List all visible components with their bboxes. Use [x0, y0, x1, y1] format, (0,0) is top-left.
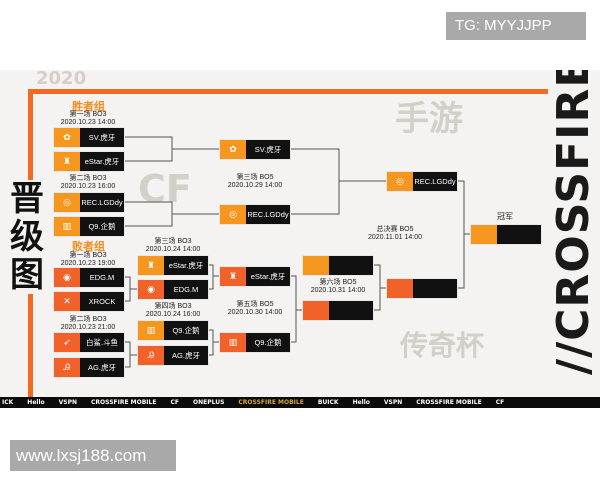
champion-label: 冠军	[497, 212, 513, 221]
team-slot	[386, 278, 458, 299]
connector-w1	[124, 136, 219, 162]
team-slot: ◉ EDG.M	[53, 267, 125, 288]
connector-l2	[124, 341, 137, 368]
connector-w3	[291, 148, 386, 215]
match-w2-label: 第二场 BO3 2020.10.23 16:00	[60, 175, 116, 190]
connector-w2	[124, 201, 219, 227]
sponsor-bar: ICK Hello VSPN CROSSFIRE MOBILE CF ONEPL…	[0, 397, 600, 408]
team-logo-icon: ✿	[220, 140, 246, 159]
team-slot: ✕ XROCK	[53, 291, 125, 312]
sponsor-logo: BUICK	[317, 399, 339, 406]
team-slot: Ꭿ AG.虎牙	[137, 345, 209, 366]
match-l6-label: 第六场 BO5 2020.10.31 14:00	[310, 279, 366, 294]
team-logo-icon: ◎	[220, 205, 246, 224]
team-slot: Ꭿ AG.虎牙	[53, 357, 125, 378]
sponsor-logo: Hello	[27, 399, 45, 406]
team-logo-icon: ◉	[138, 280, 164, 299]
team-logo-icon: ▥	[220, 333, 246, 352]
connector-final	[457, 180, 470, 289]
team-slot: ◉ EDG.M	[137, 279, 209, 300]
team-logo-icon: ♜	[220, 267, 246, 286]
final-label: 总决赛 BO5 2020.11.01 14:00	[368, 226, 422, 241]
team-slot: ◎ REC.LGDdy	[53, 192, 125, 213]
bg-cup: 传奇杯	[400, 329, 485, 362]
team-slot: ▥ Q9.企鹅	[219, 332, 291, 353]
team-logo-icon: ✿	[54, 128, 80, 147]
match-w3-label: 第三场 BO5 2020.10.29 14:00	[227, 174, 283, 189]
bg-year: 2020	[36, 70, 87, 89]
team-logo-icon: ➶	[54, 333, 80, 352]
connector-l4	[207, 329, 219, 356]
sponsor-logo: ONEPLUS	[192, 399, 225, 406]
sponsor-logo: Hello	[352, 399, 370, 406]
bracket-connectors	[124, 136, 470, 368]
match-l2-label: 第二场 BO3 2020.10.23 21:00	[60, 316, 116, 331]
team-slot	[302, 255, 374, 276]
team-slot: ✿ SV.虎牙	[53, 127, 125, 148]
sponsor-logo: CF	[495, 399, 505, 406]
team-slot: ✿ SV.虎牙	[219, 139, 291, 160]
connector-l3	[207, 264, 219, 290]
team-logo-icon: ♜	[138, 256, 164, 275]
match-l4-label: 第四场 BO3 2020.10.24 16:00	[145, 303, 201, 318]
page-title: 晋级图	[8, 179, 46, 295]
sponsor-logo: VSPN	[383, 399, 403, 406]
winners-group-label: 胜者组	[72, 100, 105, 113]
team-logo-icon: ▥	[54, 217, 80, 236]
team-logo-icon: ✕	[54, 292, 80, 311]
team-logo-icon: ▥	[138, 321, 164, 340]
team-slot: ◎ REC.LGDdy	[386, 171, 458, 192]
sponsor-logo: CF	[170, 399, 179, 406]
connector-l6	[373, 264, 386, 311]
team-slot: ♜ eStar.虎牙	[219, 266, 291, 287]
sponsor-logo: CROSSFIRE MOBILE	[238, 399, 304, 406]
sponsor-logo: ICK	[2, 399, 14, 406]
team-logo-icon: Ꭿ	[54, 358, 80, 377]
match-l1-label: 第一场 BO3 2020.10.23 19:00	[60, 252, 116, 267]
bg-mobile: 手游	[395, 99, 463, 139]
team-slot	[302, 300, 374, 321]
sponsor-logo: VSPN	[58, 399, 78, 406]
frame-top	[28, 89, 548, 94]
match-l3-label: 第三场 BO3 2020.10.24 14:00	[145, 238, 201, 253]
team-slot: ◎ REC.LGDdy	[219, 204, 291, 225]
team-slot: ▥ Q9.企鹅	[137, 320, 209, 341]
team-logo-icon: ♜	[54, 152, 80, 171]
team-logo-icon: Ꭿ	[138, 346, 164, 365]
bracket-poster: 2020 CF 手游 传奇杯 晋级图 //CROSSFIRE 胜者组 败者组 第…	[0, 70, 600, 408]
match-w1-label: 第一场 BO3 2020.10.23 14:00	[60, 111, 116, 126]
sponsor-logo: CROSSFIRE MOBILE	[91, 399, 157, 406]
team-slot: ▥ Q9.企鹅	[53, 216, 125, 237]
team-slot: ➶ 白鲨.斗鱼	[53, 332, 125, 353]
team-logo-icon: ◎	[54, 193, 80, 212]
team-logo-icon: ◎	[387, 172, 413, 191]
match-l5-label: 第五场 BO5 2020.10.30 14:00	[227, 301, 283, 316]
top-watermark: TG: MYYJJPP	[446, 12, 586, 40]
losers-group-label: 败者组	[72, 240, 105, 253]
connector-l5	[291, 275, 302, 343]
team-slot: ♜ eStar.虎牙	[137, 255, 209, 276]
champion-slot	[470, 224, 542, 245]
team-slot: ♜ eStar.虎牙	[53, 151, 125, 172]
connector-l1	[124, 276, 137, 302]
bottom-watermark: www.lxsj188.com	[10, 440, 176, 471]
team-logo-icon: ◉	[54, 268, 80, 287]
sponsor-logo: CROSSFIRE MOBILE	[416, 399, 482, 406]
